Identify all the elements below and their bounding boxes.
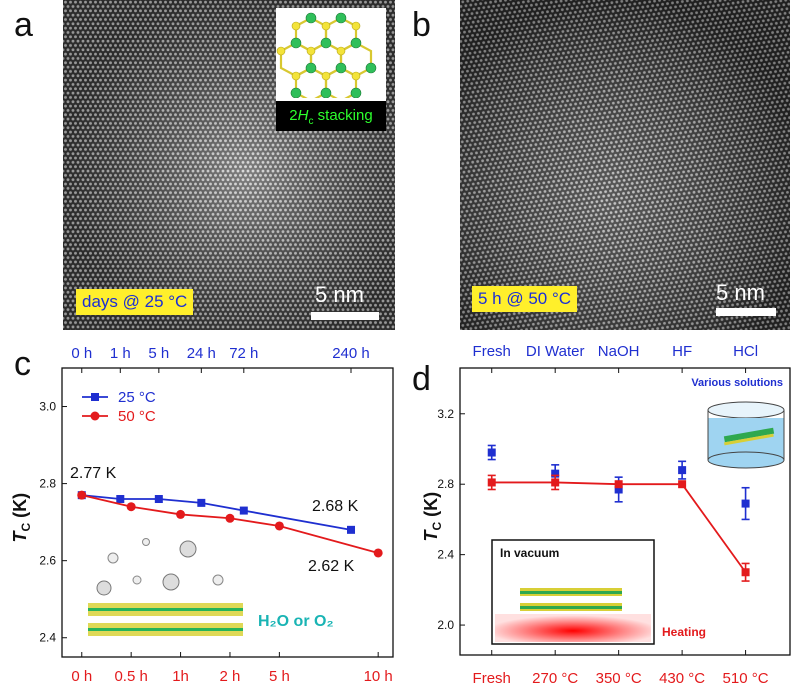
chart-d-point — [741, 568, 750, 577]
panel-b-scale-label: 5 nm — [716, 280, 765, 305]
chart-c-series-line-1 — [81, 494, 379, 554]
chart-c-bottom-tick-label: 0.5 h — [114, 668, 147, 685]
chart-d-point — [741, 499, 750, 508]
panel-a-letter: a — [14, 6, 33, 44]
stacking-label-sub: c — [308, 116, 314, 127]
chart-c-point — [154, 495, 163, 504]
chart-c-point — [373, 548, 383, 558]
panel-b-lattice — [460, 0, 790, 330]
chart-d-top-tick-label: Fresh — [473, 343, 511, 360]
chart-d-point — [614, 485, 623, 494]
chart-c-top-tick-label: 1 h — [110, 345, 131, 362]
chart-d-annotation-solutions: Various solutions — [691, 377, 783, 389]
chart-c-ylabel: TC (K) — [10, 493, 33, 543]
chart-c-point — [239, 506, 248, 515]
chart-c-annotation-50c: 2.62 K — [308, 558, 355, 575]
chart-d-point — [487, 448, 496, 457]
chart-c-bottom-tick-label: 2 h — [220, 668, 241, 685]
panel-b-micrograph: 5 h @ 50 °C 5 nm — [460, 0, 790, 330]
panel-d-letter: d — [412, 360, 431, 398]
chart-c-bottom-tick-label: 10 h — [364, 668, 393, 685]
beaker-flake-layer-icon — [724, 433, 774, 446]
chart-c-ytick-label: 2.8 — [39, 477, 56, 491]
vacuum-flake-top-layer-icon — [520, 591, 622, 594]
beaker-rim-icon — [707, 401, 785, 419]
chart-c-legend-label: 25 °C — [118, 389, 156, 406]
chart-d-bottom-tick-label: 510 °C — [723, 670, 769, 687]
panel-a-micrograph: 2Hc stacking days @ 25 °C 5 nm — [63, 0, 395, 330]
chart-d-top-tick-label: NaOH — [598, 343, 640, 360]
droplets-illustration — [96, 538, 224, 596]
panel-a-scale-bar — [311, 312, 379, 320]
chart-c-bottom-tick-label: 0 h — [71, 668, 92, 685]
chart-c-ytick-label: 2.6 — [39, 554, 56, 568]
chart-c-ytick-label: 2.4 — [39, 631, 56, 645]
chart-c-top-tick-label: 24 h — [187, 345, 216, 362]
chart-c-point — [77, 490, 87, 500]
chart-c-point — [347, 525, 356, 534]
honeycomb-structure-illustration — [276, 12, 377, 103]
panel-a-scale-label: 5 nm — [315, 282, 364, 307]
chart-d-bottom-tick-label: 430 °C — [659, 670, 705, 687]
chart-d-frame — [459, 367, 791, 656]
chart-c-bottom-tick-label: 5 h — [269, 668, 290, 685]
layers-illustration — [88, 603, 243, 636]
chart-c-point — [197, 498, 206, 507]
chart-d-top-tick-label: DI Water — [526, 343, 585, 360]
chart-d-ytick-label: 2.0 — [437, 618, 454, 632]
chart-d-point — [551, 469, 560, 478]
beaker-bottom-icon — [707, 451, 785, 469]
chart-d-point — [678, 466, 687, 475]
chart-d-ytick-label: 3.2 — [437, 407, 454, 421]
chart-c-top-tick-label: 5 h — [148, 345, 169, 362]
chart-d-bottom-tick-label: 270 °C — [532, 670, 578, 687]
chart-c-annotation-25c: 2.68 K — [312, 498, 359, 515]
chart-d-bottom-tick-label: Fresh — [473, 670, 511, 687]
heater-plate-icon — [495, 614, 651, 642]
chart-d-ylabel: TC (K) — [421, 492, 444, 542]
chart-d-point — [551, 478, 560, 487]
stacking-inset: 2Hc stacking — [276, 8, 386, 131]
chart-c-ytick-label: 3.0 — [39, 400, 56, 414]
chart-d-annotation-vacuum: In vacuum — [500, 546, 559, 560]
chart-c-frame — [61, 367, 394, 658]
panel-b-letter: b — [412, 6, 431, 44]
panel-c-letter: c — [14, 345, 31, 383]
chart-d-point — [614, 480, 623, 489]
chart-c-top-tick-label: 240 h — [332, 345, 370, 362]
chart-c-point — [274, 521, 284, 531]
panel-b-condition-label: 5 h @ 50 °C — [472, 286, 578, 312]
chart-c-legend-marker — [90, 411, 100, 421]
chart-c-top-tick-label: 72 h — [229, 345, 258, 362]
panel-a-lattice — [63, 0, 395, 330]
chart-d-top-tick-label: HCl — [733, 343, 758, 360]
chart-d-top-tick-label: HF — [672, 343, 692, 360]
chart-c-legend-label: 50 °C — [118, 408, 156, 425]
chart-c-top-tick-label: 0 h — [71, 345, 92, 362]
chart-c-point — [176, 509, 186, 519]
vacuum-flake-bottom-layer-icon — [520, 606, 622, 609]
stacking-label-text: stacking — [313, 107, 373, 124]
stacking-label-number: 2 — [289, 107, 298, 124]
chart-c-bottom-tick-label: 1h — [172, 668, 189, 685]
chart-c-legend-marker — [91, 393, 99, 401]
chart-c-point — [225, 513, 235, 523]
stacking-label-h: H — [297, 107, 309, 124]
stacking-label: 2Hc stacking — [276, 101, 386, 131]
chart-c-annotation-gas: H₂O or O₂ — [258, 613, 334, 630]
chart-c-point — [126, 502, 136, 512]
chart-c-annotation-start: 2.77 K — [70, 465, 117, 482]
chart-d-annotation-heating: Heating — [662, 625, 706, 639]
chart-d-bottom-tick-label: 350 °C — [596, 670, 642, 687]
beaker-flake-icon — [723, 427, 775, 443]
panel-a-condition-label: days @ 25 °C — [76, 289, 194, 315]
chart-d-ytick-label: 2.8 — [437, 477, 454, 491]
panel-b-scale-bar — [716, 308, 776, 316]
chart-d-point — [678, 480, 687, 489]
chart-c-series-line-0 — [81, 494, 352, 531]
chart-c-point — [116, 495, 125, 504]
chart-d-point — [487, 478, 496, 487]
chart-d-ytick-label: 2.4 — [437, 548, 454, 562]
